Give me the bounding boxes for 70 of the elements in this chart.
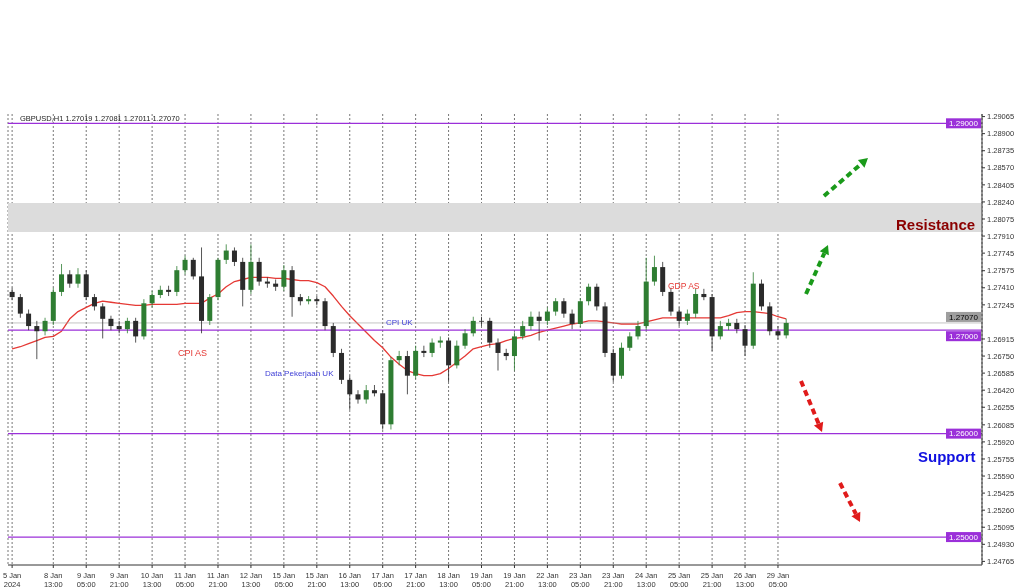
ref-line-label: 1.27000 — [949, 331, 979, 341]
candlestick — [347, 375, 353, 411]
candlestick — [676, 307, 682, 327]
candlestick — [742, 324, 748, 357]
candlestick — [759, 279, 765, 311]
candlestick — [783, 318, 789, 339]
candlestick — [355, 389, 361, 405]
candlestick — [701, 288, 707, 301]
candlestick — [100, 302, 106, 339]
candlestick — [462, 328, 468, 350]
candlestick — [207, 293, 213, 326]
candlestick — [437, 336, 443, 349]
candlestick — [9, 287, 15, 301]
annotation: CPI AS — [178, 348, 208, 358]
candlestick — [561, 297, 567, 319]
candlestick — [34, 320, 40, 360]
candlestick — [190, 257, 196, 280]
ref-line-label: 1.25000 — [949, 532, 979, 542]
candlestick — [75, 267, 81, 289]
candlestick — [610, 348, 616, 383]
text: Resistance — [896, 216, 976, 233]
candlestick — [775, 325, 781, 340]
candlestick — [314, 295, 320, 306]
ref-line-label: 1.27070 — [949, 312, 979, 322]
candlestick — [223, 243, 229, 265]
candlestick — [635, 320, 641, 340]
candlestick — [281, 264, 287, 292]
candlestick — [108, 315, 114, 331]
candlestick — [149, 290, 155, 308]
candlestick — [83, 269, 89, 301]
candlestick — [363, 384, 369, 405]
candlestick — [594, 283, 600, 311]
annotation: GDP AS — [668, 281, 700, 291]
candlestick — [668, 287, 674, 317]
candlestick — [421, 345, 427, 358]
candlestick — [59, 263, 65, 297]
text: Support — [918, 448, 976, 465]
candlestick — [487, 317, 493, 349]
candlestick — [256, 257, 262, 287]
candlestick — [17, 293, 23, 319]
candlestick — [42, 317, 48, 336]
ref-line-label: 1.26000 — [949, 429, 979, 439]
candlestick — [528, 311, 534, 331]
annotation: Data Pekerjaan UK — [265, 369, 334, 378]
ref-line-label: 1.29000 — [949, 119, 979, 129]
candlestick — [174, 265, 180, 297]
candlestick — [520, 320, 526, 340]
candlestick — [717, 320, 723, 340]
candlestick — [231, 247, 237, 267]
candlestick — [264, 277, 270, 289]
candlestick — [495, 338, 501, 371]
candlestick — [577, 297, 583, 328]
candlestick — [627, 331, 633, 352]
candlestick — [470, 316, 476, 337]
candlestick — [586, 283, 592, 306]
candlestick — [511, 331, 517, 371]
candlestick — [429, 338, 435, 358]
candlestick — [693, 288, 699, 319]
candlestick — [479, 316, 485, 327]
candlestick — [569, 309, 575, 330]
annotation: CPI UK — [386, 318, 413, 327]
candlestick — [26, 309, 32, 331]
candlestick — [404, 350, 410, 395]
candlestick — [182, 255, 188, 275]
candlestick — [651, 255, 657, 287]
candlestick — [454, 340, 460, 369]
candlestick — [116, 320, 122, 334]
candlestick — [133, 317, 139, 343]
candlestick — [536, 311, 542, 341]
candlestick — [166, 285, 172, 297]
